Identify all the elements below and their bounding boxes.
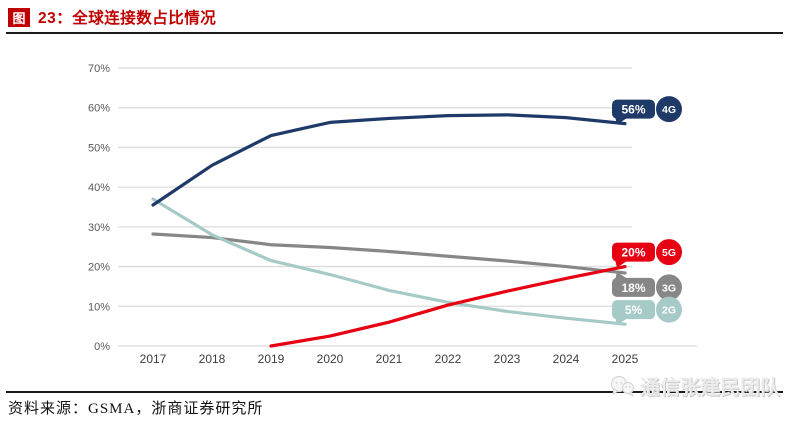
callout-value: 5% bbox=[625, 303, 643, 317]
callout-5g: 20% 5G bbox=[612, 239, 682, 268]
title-divider bbox=[6, 32, 783, 34]
wechat-icon bbox=[610, 375, 635, 397]
y-tick-label: 50% bbox=[88, 142, 110, 154]
x-tick-label: 2022 bbox=[435, 352, 462, 366]
series-badge-label: 5G bbox=[662, 247, 676, 259]
source-note: 资料来源：GSMA，浙商证券研究所 bbox=[8, 401, 264, 417]
y-tick-label: 10% bbox=[88, 301, 110, 313]
y-tick-label: 20% bbox=[88, 262, 110, 274]
series-badge-circle bbox=[656, 239, 682, 266]
y-tick-label: 40% bbox=[88, 182, 110, 194]
x-tick-label: 2020 bbox=[317, 352, 344, 366]
figure-badge: 图 bbox=[8, 7, 30, 27]
x-tick-label: 2018 bbox=[199, 352, 226, 366]
y-tick-label: 30% bbox=[88, 222, 110, 234]
x-tick-label: 2021 bbox=[376, 352, 403, 366]
x-tick-label: 2023 bbox=[494, 352, 521, 366]
y-tick-label: 60% bbox=[88, 103, 110, 115]
y-tick-label: 0% bbox=[94, 341, 110, 353]
series-badge-label: 3G bbox=[662, 282, 676, 294]
y-tick-label: 70% bbox=[88, 63, 110, 75]
callout-4g: 56% 4G bbox=[612, 96, 682, 125]
x-tick-label: 2025 bbox=[612, 352, 639, 366]
series-badge-circle bbox=[656, 96, 682, 123]
footer-divider bbox=[6, 391, 783, 393]
series-line-4g bbox=[151, 113, 627, 207]
callout-value: 20% bbox=[621, 246, 645, 260]
x-tick-label: 2024 bbox=[553, 352, 580, 366]
series-badge-label: 2G bbox=[662, 305, 676, 317]
callout-value: 56% bbox=[621, 103, 645, 117]
x-tick-label: 2017 bbox=[140, 352, 167, 366]
x-tick-label: 2019 bbox=[258, 352, 285, 366]
series-line-3g bbox=[151, 232, 627, 275]
series-badge-label: 4G bbox=[662, 104, 676, 116]
callout-3g: 18% 3G bbox=[612, 271, 682, 301]
watermark-text: 通信张建民团队 bbox=[640, 377, 780, 399]
callout-2g: 5% 2G bbox=[612, 296, 682, 326]
series-line-5g bbox=[269, 264, 627, 348]
figure-header: 图 23：全球连接数占比情况 bbox=[8, 6, 216, 28]
callout-value: 18% bbox=[621, 281, 645, 295]
series-line-2g bbox=[151, 197, 627, 326]
series-badge-circle bbox=[656, 274, 682, 301]
watermark: 通信张建民团队 bbox=[609, 371, 780, 400]
figure-title: 23：全球连接数占比情况 bbox=[38, 10, 217, 27]
series-badge-circle bbox=[656, 296, 682, 323]
